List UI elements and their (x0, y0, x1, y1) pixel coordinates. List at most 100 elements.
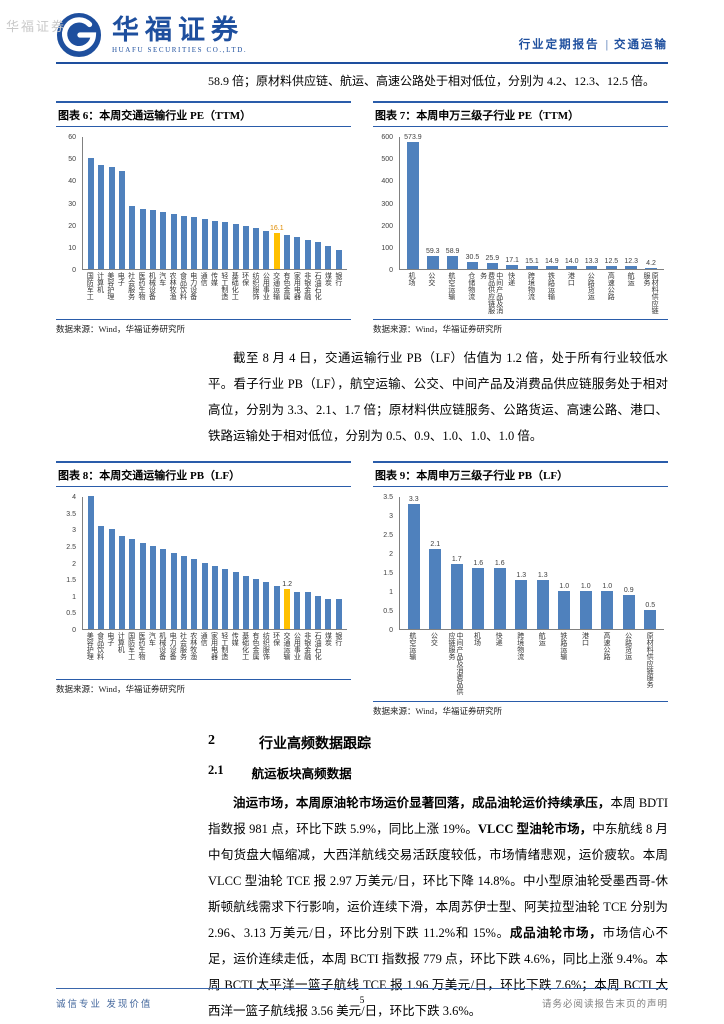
x-tick-label: 农林牧渔 (189, 632, 198, 660)
x-tick-label: 快递 (507, 272, 516, 286)
bar (407, 503, 420, 629)
bar (493, 568, 506, 629)
bar-column (251, 137, 261, 269)
x-tick: 铁路运输 (553, 632, 575, 698)
bar-column (117, 497, 127, 629)
bar-column: 1.3 (511, 497, 533, 629)
bar-column: 1.0 (575, 497, 597, 629)
x-tick-label: 美容护理 (106, 272, 115, 300)
bar-value-label: 2.1 (430, 541, 441, 549)
y-tick-label: 3 (72, 527, 76, 535)
bar-value-label: 1.6 (494, 560, 505, 568)
bar (335, 250, 342, 269)
x-tick: 机场 (467, 632, 489, 698)
x-tick-label: 电力设备 (169, 632, 178, 660)
x-tick: 美容护理 (85, 632, 95, 676)
bar-value-label: 1.6 (473, 560, 484, 568)
bar-column (96, 137, 106, 269)
x-tick: 机场 (402, 272, 422, 316)
x-tick-label: 航运 (627, 272, 636, 286)
y-tick-label: 10 (68, 244, 76, 252)
y-tick-label: 2.5 (66, 543, 76, 551)
bar-value-label: 14.0 (564, 257, 579, 265)
x-tick: 纺织服饰 (251, 272, 261, 316)
x-tick-label: 公交 (430, 632, 439, 646)
x-tick: 电子 (106, 632, 116, 676)
x-tick: 环保 (271, 632, 281, 676)
y-tick-label: 0 (389, 267, 393, 274)
bar (294, 237, 301, 269)
report-meta: 行业定期报告 | 交通运输 (519, 36, 668, 58)
y-tick-label: 40 (68, 178, 76, 186)
bar-column (179, 497, 189, 629)
y-tick-label: 0.5 (66, 610, 76, 618)
x-tick: 煤炭 (323, 272, 333, 316)
x-tick-label: 高速公路 (607, 272, 616, 300)
bar-chart-pe-industry: 0 10 20 30 40 50 60 16.1 国防军工 计算机 美容护理 电子 社会服务 医药生物 机械… (56, 127, 351, 316)
x-tick-label: 机械设备 (158, 632, 167, 660)
bar (232, 224, 239, 269)
x-tick-label: 传媒 (210, 272, 219, 286)
bar (294, 592, 301, 629)
x-tick: 农林牧渔 (168, 272, 178, 316)
y-tick-label: 0.5 (383, 608, 393, 615)
x-tick-label: 社会服务 (179, 632, 188, 660)
plot-area: 16.1 (82, 137, 347, 270)
x-tick-label: 国防军工 (127, 632, 136, 660)
pb-valuation-paragraph: 截至 8 月 4 日，交通运输行业 PB（LF）估值为 1.2 倍，处于所有行业… (208, 351, 668, 443)
x-tick: 家用电器 (292, 272, 302, 316)
y-tick-label: 0 (72, 627, 76, 634)
x-tick-label: 纺织服饰 (262, 632, 271, 660)
x-tick: 公交 (424, 632, 446, 698)
bar-value-label: 0.9 (623, 586, 634, 594)
bar (242, 225, 249, 269)
bar-column: 1.6 (489, 497, 511, 629)
x-tick: 电力设备 (168, 632, 178, 676)
x-tick-label: 公路货运 (587, 272, 596, 300)
data-source-note: 数据来源：Wind，华福证券研究所 (373, 319, 668, 335)
bar-column (158, 137, 168, 269)
bar-value-label: 15.1 (525, 257, 539, 265)
bar (284, 589, 291, 629)
x-tick-label: 机场 (407, 272, 416, 286)
x-tick: 煤炭 (323, 632, 333, 676)
bar (579, 591, 592, 629)
x-tick-label: 机械设备 (148, 272, 157, 300)
x-tick: 轻工制造 (220, 272, 230, 316)
bar-column: 12.3 (621, 137, 641, 269)
x-tick: 传媒 (209, 272, 219, 316)
bar (108, 166, 115, 269)
report-header: 华福证券 HUAFU SECURITIES CO.,LTD. 行业定期报告 | 交通… (56, 0, 668, 58)
bar-column: 14.9 (542, 137, 562, 269)
x-tick: 跨境物流 (522, 272, 542, 316)
x-tick-label: 煤炭 (324, 272, 333, 286)
x-tick-label: 银行 (334, 632, 343, 646)
chart-title: 图表 6：本周交通运输行业 PE（TTM） (56, 101, 351, 127)
x-tick-label: 有色金属 (283, 272, 292, 300)
x-tick-label: 公用事业 (262, 272, 271, 300)
bar-column (334, 137, 344, 269)
plot-area: 3.3 2.1 1.7 1.6 1.6 1.3 1.3 1.0 1.0 1.0 0.9 0.5 (399, 496, 664, 630)
x-tick-label: 汽车 (148, 632, 157, 646)
x-axis-labels: 航空运输 公交 中间产品及消费品供应链服务 机场 快递 跨境物流 航运 铁路运输 港口 高速公路 公… (399, 630, 664, 698)
bar-value-label: 1.7 (451, 556, 462, 564)
x-tick: 医药生物 (137, 272, 147, 316)
bar (565, 265, 578, 269)
x-tick-label: 传媒 (231, 632, 240, 646)
x-tick: 通信 (199, 272, 209, 316)
figure-6-transport-pe: 图表 6：本周交通运输行业 PE（TTM） 0 10 20 30 40 50 60 16.1 国… (56, 101, 351, 335)
x-tick: 电子 (116, 272, 126, 316)
bar-column: 4.2 (641, 137, 661, 269)
x-tick: 航空运输 (402, 632, 424, 698)
bar (180, 555, 187, 629)
bar-column (148, 137, 158, 269)
bar (232, 572, 239, 629)
bar (160, 549, 167, 629)
x-tick-label: 非银金融 (303, 632, 312, 660)
x-tick-label: 中间产品及消费品供应链服务 (447, 632, 464, 695)
bar (98, 164, 105, 269)
x-tick-label: 跨境物流 (516, 632, 525, 660)
bar-column (107, 137, 117, 269)
y-tick-label: 100 (381, 244, 393, 252)
